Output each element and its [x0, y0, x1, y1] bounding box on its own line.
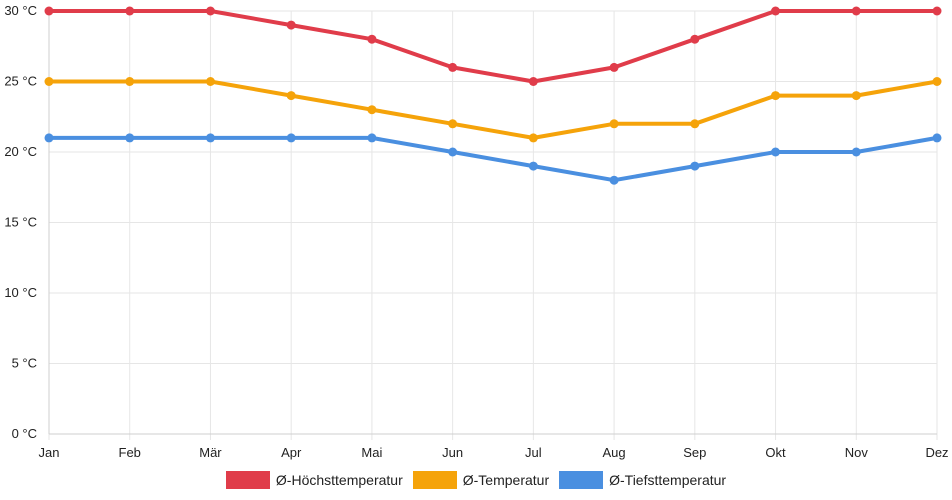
data-point[interactable]	[367, 105, 377, 115]
data-point[interactable]	[609, 62, 619, 72]
data-point[interactable]	[528, 133, 538, 143]
data-point[interactable]	[125, 77, 135, 86]
series-line-0	[47, 9, 939, 84]
data-point[interactable]	[932, 133, 942, 143]
legend-label-avg: Ø-Temperatur	[462, 472, 550, 488]
data-point[interactable]	[528, 161, 538, 171]
legend-swatch-high	[225, 471, 270, 489]
data-point[interactable]	[609, 119, 619, 129]
data-point[interactable]	[205, 6, 215, 16]
legend-swatch-avg	[412, 471, 457, 489]
x-tick-label: Aug	[603, 445, 626, 460]
data-point[interactable]	[690, 119, 700, 129]
data-point[interactable]	[205, 133, 215, 143]
data-point[interactable]	[286, 91, 296, 101]
legend-item-low[interactable]: Ø-Tiefsttemperatur	[559, 471, 726, 489]
data-point[interactable]	[690, 34, 700, 44]
x-tick-label: Sep	[683, 445, 706, 460]
data-point[interactable]	[44, 6, 54, 16]
data-point[interactable]	[932, 77, 942, 86]
legend-label-high: Ø-Höchsttemperatur	[275, 472, 403, 488]
x-tick-label: Dez	[925, 445, 948, 460]
data-point[interactable]	[44, 77, 54, 86]
data-point[interactable]	[932, 6, 942, 16]
y-tick-label: 20 °C	[4, 144, 37, 159]
axes: 0 °C 5 °C 10 °C 15 °C 20 °C 25 °C 30 °C Jan Feb M…	[4, 3, 948, 460]
series-line-2	[47, 135, 939, 183]
y-tick-label: 25 °C	[4, 74, 37, 89]
y-tick-label: 30 °C	[4, 3, 37, 18]
y-tick-label: 5 °C	[12, 356, 37, 371]
data-point[interactable]	[528, 77, 538, 86]
x-tick-label: Mai	[361, 445, 382, 460]
data-point[interactable]	[125, 6, 135, 16]
legend-item-high[interactable]: Ø-Höchsttemperatur	[225, 471, 403, 489]
data-point[interactable]	[125, 133, 135, 143]
chart-plot: 0 °C 5 °C 10 °C 15 °C 20 °C 25 °C 30 °C Jan Feb M…	[4, 3, 948, 460]
x-tick-label: Jul	[525, 445, 542, 460]
data-point[interactable]	[286, 133, 296, 143]
x-tick-label: Nov	[845, 445, 869, 460]
data-point[interactable]	[771, 91, 781, 101]
series-line-1	[47, 79, 939, 140]
y-tick-label: 15 °C	[4, 215, 37, 230]
data-point[interactable]	[690, 161, 700, 171]
data-point[interactable]	[448, 62, 458, 72]
data-point[interactable]	[609, 175, 619, 185]
data-point[interactable]	[851, 6, 861, 16]
data-point[interactable]	[448, 147, 458, 157]
y-tick-label: 0 °C	[12, 426, 37, 441]
data-point[interactable]	[205, 77, 215, 86]
data-point[interactable]	[448, 119, 458, 129]
x-tick-label: Jan	[39, 445, 60, 460]
data-point[interactable]	[286, 20, 296, 30]
x-tick-label: Apr	[281, 445, 302, 460]
data-point[interactable]	[771, 147, 781, 157]
data-point[interactable]	[367, 133, 377, 143]
y-tick-label: 10 °C	[4, 285, 37, 300]
legend-label-low: Ø-Tiefsttemperatur	[609, 472, 727, 488]
x-tick-label: Feb	[119, 445, 141, 460]
data-point[interactable]	[771, 6, 781, 16]
data-point[interactable]	[44, 133, 54, 143]
x-tick-label: Okt	[765, 445, 786, 460]
legend-swatch-low	[559, 471, 604, 489]
data-point[interactable]	[367, 34, 377, 44]
x-tick-label: Mär	[199, 445, 222, 460]
data-point[interactable]	[851, 91, 861, 101]
legend: Ø-Höchsttemperatur Ø-Temperatur Ø-Tiefst…	[0, 471, 952, 489]
series	[44, 6, 942, 185]
data-point[interactable]	[851, 147, 861, 157]
x-tick-label: Jun	[442, 445, 463, 460]
legend-item-avg[interactable]: Ø-Temperatur	[412, 471, 550, 489]
